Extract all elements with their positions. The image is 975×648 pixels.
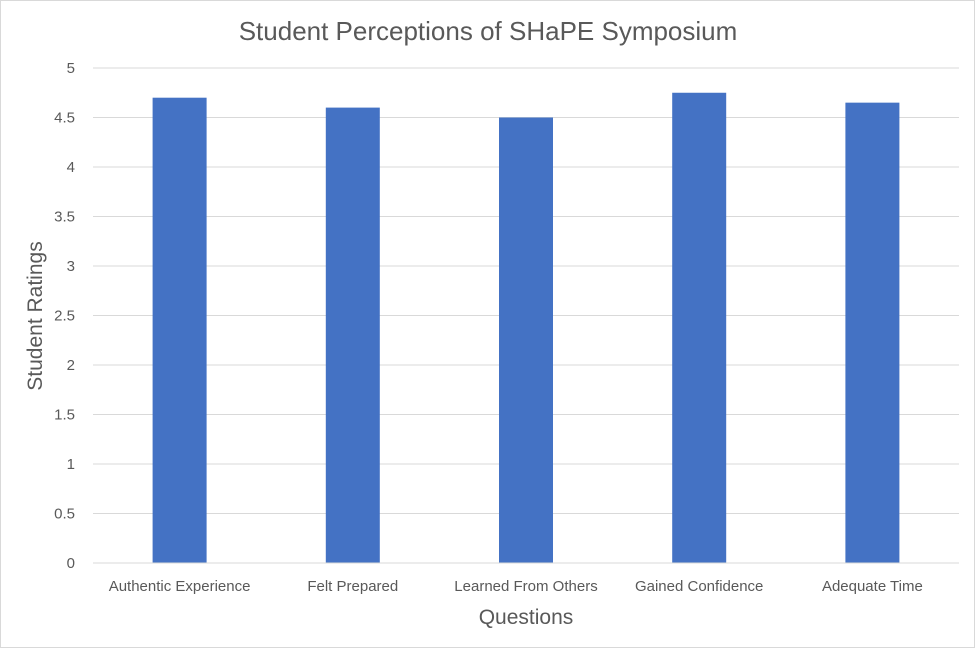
y-axis-title: Student Ratings (24, 241, 47, 390)
bar (152, 97, 207, 563)
bar (845, 102, 900, 564)
y-axis-ticks: 0 0.5 1 1.5 2 2.5 3 3.5 4 4.5 5 (54, 60, 75, 572)
y-tick-label: 0 (67, 555, 75, 572)
x-tick-label: Felt Prepared (307, 578, 398, 595)
y-tick-label: 1.5 (54, 407, 75, 424)
y-tick-label: 4 (67, 159, 75, 176)
bar (325, 107, 380, 563)
chart-title: Student Perceptions of SHaPE Symposium (239, 16, 738, 46)
y-tick-label: 4.5 (54, 110, 75, 127)
x-tick-label: Adequate Time (822, 578, 923, 595)
y-tick-label: 0.5 (54, 506, 75, 523)
bar (499, 117, 553, 563)
x-tick-label: Authentic Experience (109, 578, 251, 595)
bars (152, 92, 900, 564)
x-axis-title: Questions (479, 606, 574, 629)
y-tick-label: 3.5 (54, 209, 75, 226)
x-tick-label: Learned From Others (454, 578, 597, 595)
x-tick-label: Gained Confidence (635, 578, 763, 595)
x-axis-ticks: Authentic Experience Felt Prepared Learned… (109, 578, 923, 595)
bar (672, 92, 727, 563)
y-tick-label: 2.5 (54, 308, 75, 325)
y-tick-label: 5 (67, 60, 75, 77)
y-tick-label: 3 (67, 258, 75, 275)
y-tick-label: 2 (67, 357, 75, 374)
y-tick-label: 1 (67, 456, 75, 473)
